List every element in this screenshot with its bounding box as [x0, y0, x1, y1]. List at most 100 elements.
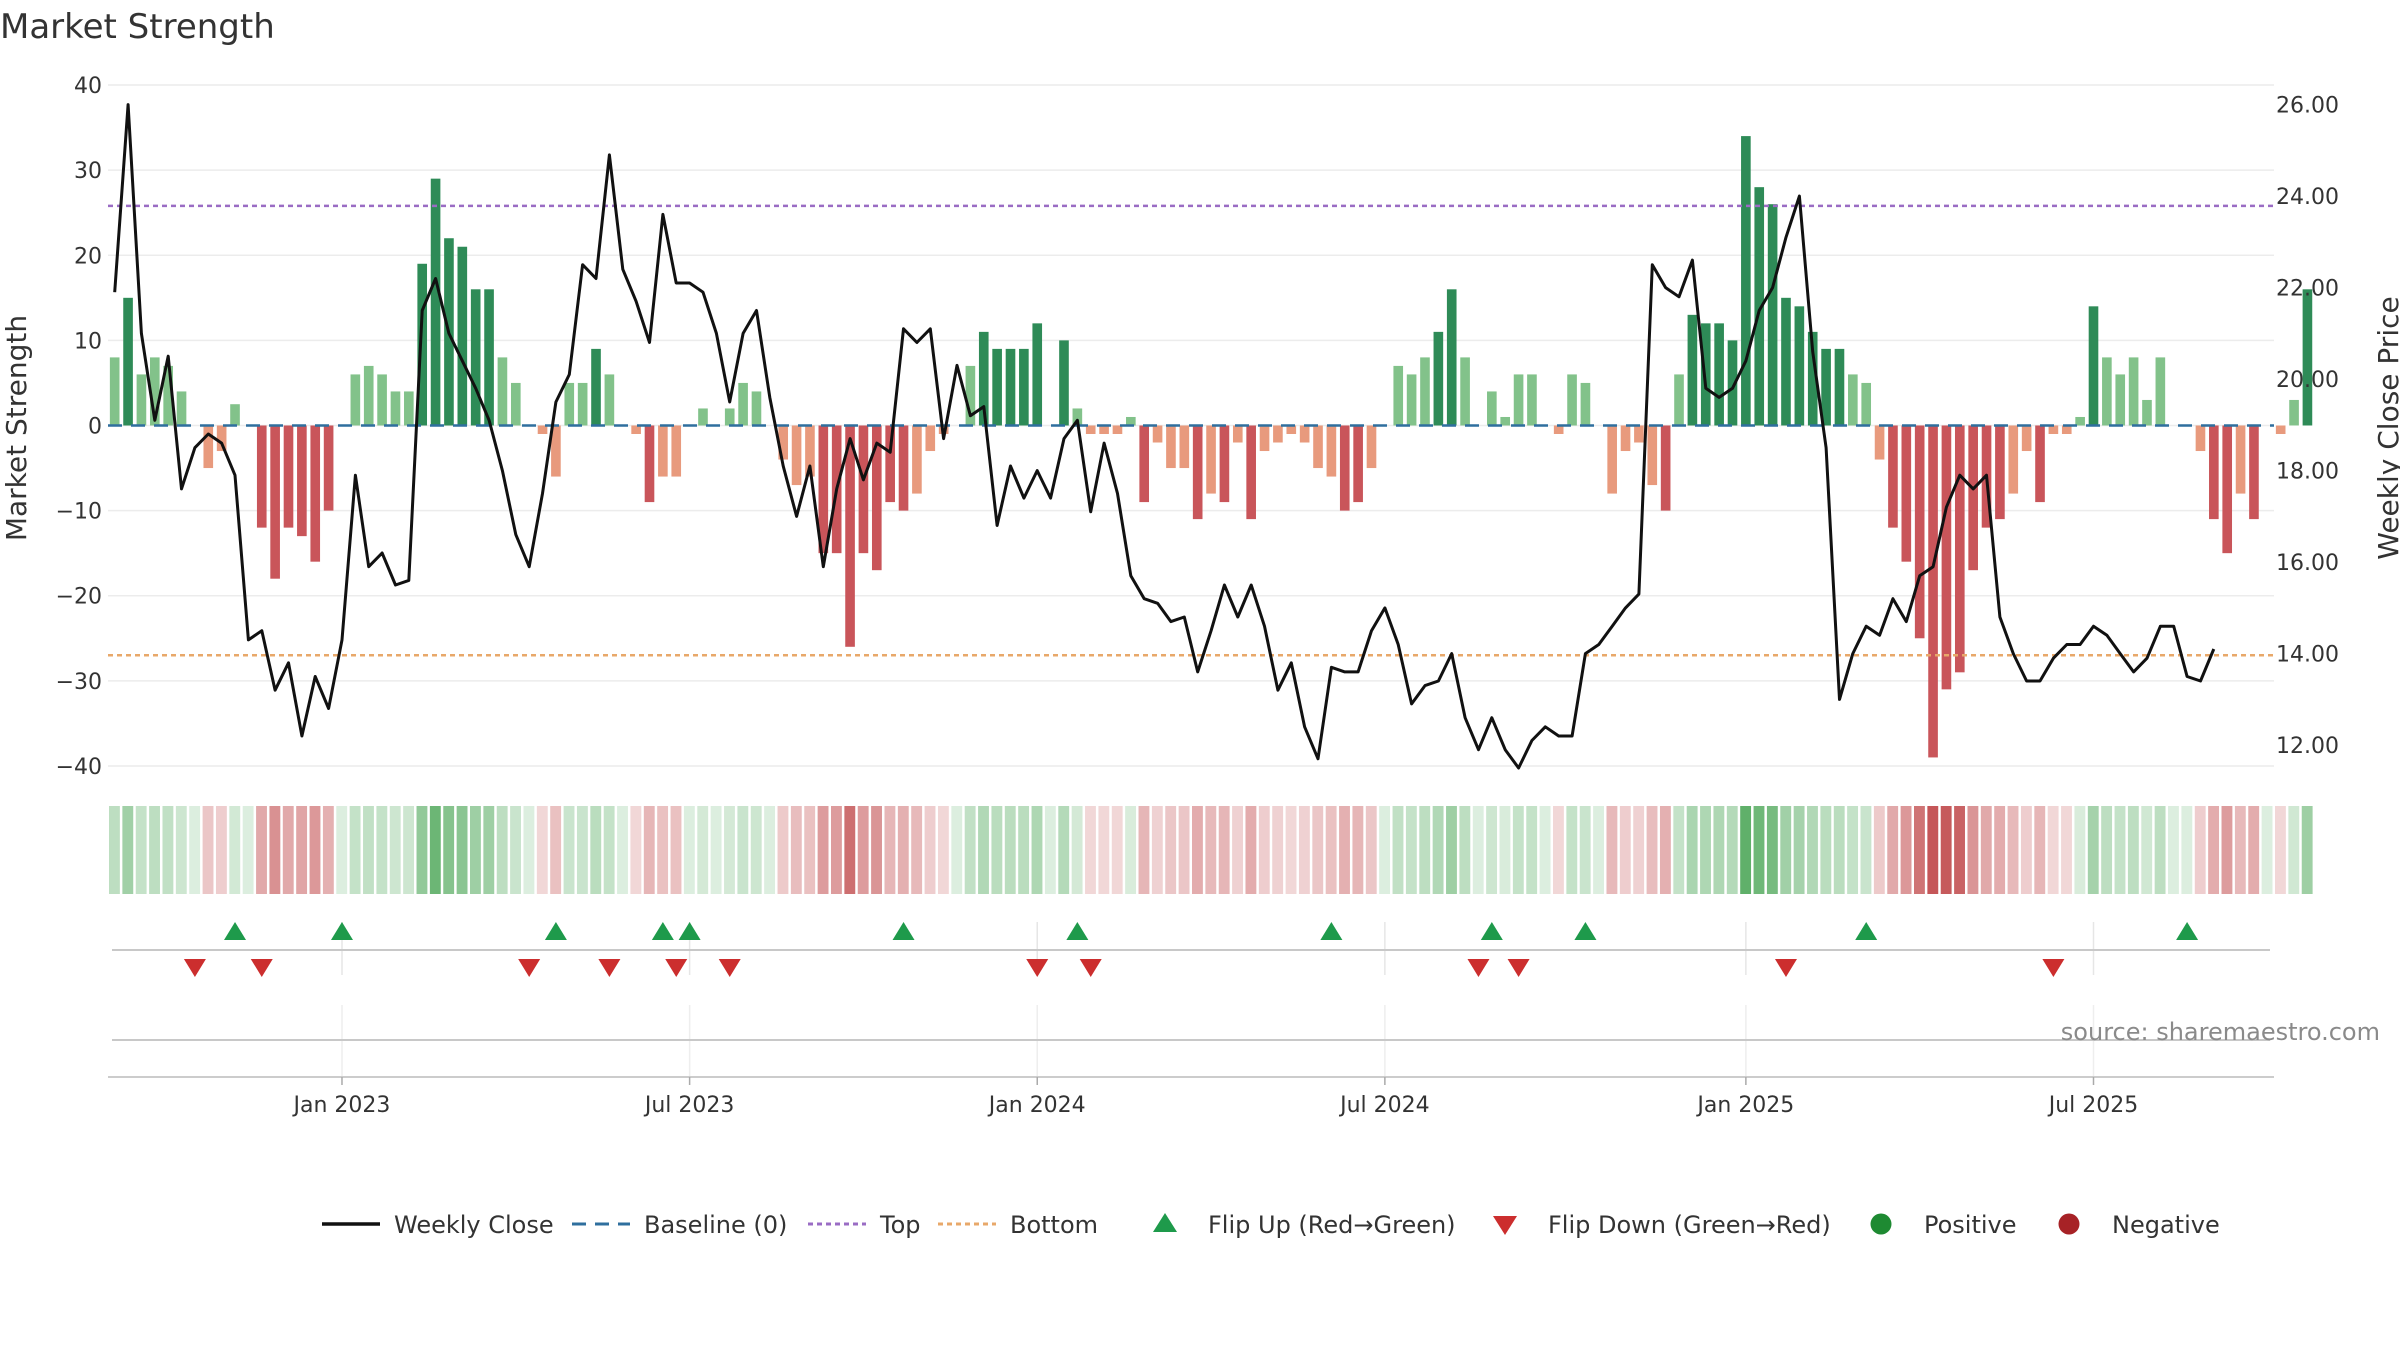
strength-bar [230, 404, 240, 426]
legend-label: Positive [1924, 1211, 2017, 1239]
strength-bar [1032, 323, 1043, 426]
strength-bar [1607, 425, 1617, 494]
heat-cell [1472, 806, 1484, 894]
strength-bar [216, 425, 227, 452]
flip-down-marker [598, 959, 621, 977]
strength-bar [163, 365, 173, 426]
heat-cell [964, 806, 976, 894]
strength-bar [1714, 323, 1724, 426]
flip-down-marker [1507, 959, 1530, 977]
strength-bar [1099, 425, 1109, 434]
heat-cell [1031, 806, 1043, 894]
heat-cell [1512, 806, 1524, 894]
strength-bar [1246, 425, 1256, 520]
strength-bar [310, 425, 321, 562]
strength-bar [256, 425, 267, 528]
heat-cell [1192, 806, 1203, 894]
y-tick-label: −40 [56, 755, 102, 780]
heat-cell [269, 806, 281, 894]
strength-bar [1914, 425, 1925, 639]
heat-cell [710, 806, 722, 894]
heat-cell [336, 806, 348, 894]
heat-cell [1673, 806, 1685, 894]
heat-cell [309, 806, 321, 894]
strength-bar [2075, 416, 2085, 426]
y-tick-label: 20 [74, 244, 102, 269]
legend-swatch [1870, 1213, 1892, 1235]
y2-tick-label: 14.00 [2276, 643, 2339, 668]
legend-label: Top [879, 1211, 921, 1239]
y-tick-label: 40 [74, 74, 102, 99]
flip-up-marker [1574, 922, 1597, 940]
flip-down-marker [665, 959, 688, 977]
strength-bar [1647, 425, 1658, 486]
heat-cell [1312, 806, 1324, 894]
strength-bar [2061, 425, 2072, 434]
strength-bar [1487, 391, 1497, 426]
heat-cell [363, 806, 374, 894]
heat-cell [777, 806, 789, 894]
heat-cell [1405, 806, 1417, 894]
heat-cell [322, 806, 334, 894]
strength-bar [1192, 425, 1203, 520]
heat-cell [229, 806, 241, 894]
strength-bar [1366, 425, 1377, 469]
strength-bar [510, 382, 521, 426]
strength-bar [992, 348, 1002, 426]
strength-bar [818, 425, 829, 554]
x-tick-label: Jul 2024 [1338, 1093, 1430, 1118]
heat-cell [1646, 806, 1658, 894]
strength-bar [1273, 425, 1283, 443]
heat-cell [1967, 806, 1979, 894]
heat-cell [1873, 806, 1885, 894]
strength-bar [377, 374, 387, 426]
heat-cell [1726, 806, 1738, 894]
heat-cell [1887, 806, 1899, 894]
heat-cell [2208, 806, 2220, 894]
heat-cell [724, 806, 735, 894]
heat-cell [282, 806, 294, 894]
x-tick-label: Jul 2025 [2047, 1093, 2139, 1118]
heat-cell [122, 806, 134, 894]
heat-cell [1553, 806, 1564, 894]
strength-bar [1741, 136, 1751, 426]
heat-cell [1579, 806, 1591, 894]
y-tick-label: −20 [56, 585, 102, 610]
flip-up-marker [678, 922, 701, 940]
heat-cell [857, 806, 869, 894]
strength-bar [297, 425, 307, 537]
heat-cell [403, 806, 415, 894]
heat-cell [2234, 806, 2246, 894]
strength-bar [1874, 425, 1885, 460]
x-tick-label: Jan 2024 [987, 1093, 1086, 1118]
legend-label: Negative [2112, 1211, 2220, 1239]
strength-bar [925, 425, 936, 452]
strength-bar [1968, 425, 1978, 571]
strength-bar [1888, 425, 1898, 528]
strength-bar [1393, 365, 1404, 426]
heat-cell [911, 806, 923, 894]
strength-bar [778, 425, 789, 460]
heat-cell [1820, 806, 1832, 894]
x-tick-label: Jan 2023 [292, 1093, 391, 1118]
y-ticks: 40 30 20 10 0 −10 −20 −30 −40 26.00 24.00 22.00 20.0… [56, 74, 2339, 780]
strength-bar [417, 263, 428, 426]
strength-bar [404, 391, 414, 426]
flip-up-marker [651, 922, 674, 940]
heat-cell [215, 806, 227, 894]
reference-lines [108, 204, 2274, 657]
legend-item: Positive [1870, 1211, 2017, 1239]
strength-bar [1513, 374, 1524, 426]
flip-up-marker [1480, 922, 1503, 940]
heat-cell [2087, 806, 2099, 894]
heat-cell [2194, 806, 2206, 894]
heat-cell [550, 806, 562, 894]
heat-cell [991, 806, 1003, 894]
strength-bar [1567, 374, 1577, 426]
strength-bar [1781, 297, 1791, 426]
heat-cell [1339, 806, 1350, 894]
strength-bar [885, 425, 895, 503]
strength-bar [724, 408, 735, 426]
heat-cell [496, 806, 508, 894]
strength-bar [390, 391, 401, 426]
